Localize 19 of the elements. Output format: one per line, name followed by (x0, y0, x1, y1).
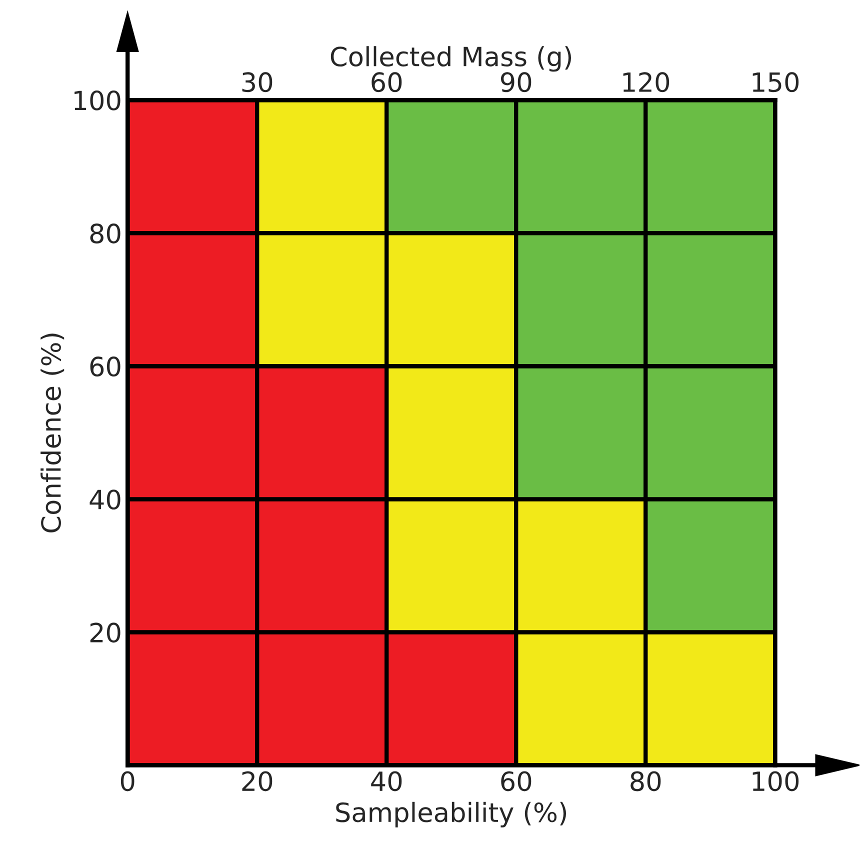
x2-tick-label: 30 (242, 72, 272, 92)
y-tick-label: 20 (90, 622, 120, 643)
y-tick-label: 80 (90, 224, 120, 244)
x-tick-label: 20 (242, 771, 272, 792)
x-axis-title: Sampleability (%) (336, 802, 566, 828)
x-tick-label: 0 (120, 771, 134, 792)
y-tick-label: 60 (90, 356, 120, 377)
y-tick-label: 40 (90, 490, 120, 510)
x-tick-label: 40 (371, 771, 402, 792)
x-tick-label: 100 (752, 771, 799, 792)
x-tick-label: 60 (501, 771, 532, 792)
x-tick-label: 80 (630, 771, 661, 792)
y-axis-title: Confidence (%) (40, 334, 64, 532)
x2-tick-label: 60 (372, 72, 402, 92)
x2-tick-label: 150 (752, 72, 799, 92)
x2-axis-title: Collected Mass (g) (330, 46, 572, 72)
x2-tick-label: 90 (500, 72, 532, 92)
x2-tick-label: 120 (623, 72, 670, 92)
y-tick-label: 100 (74, 90, 120, 110)
